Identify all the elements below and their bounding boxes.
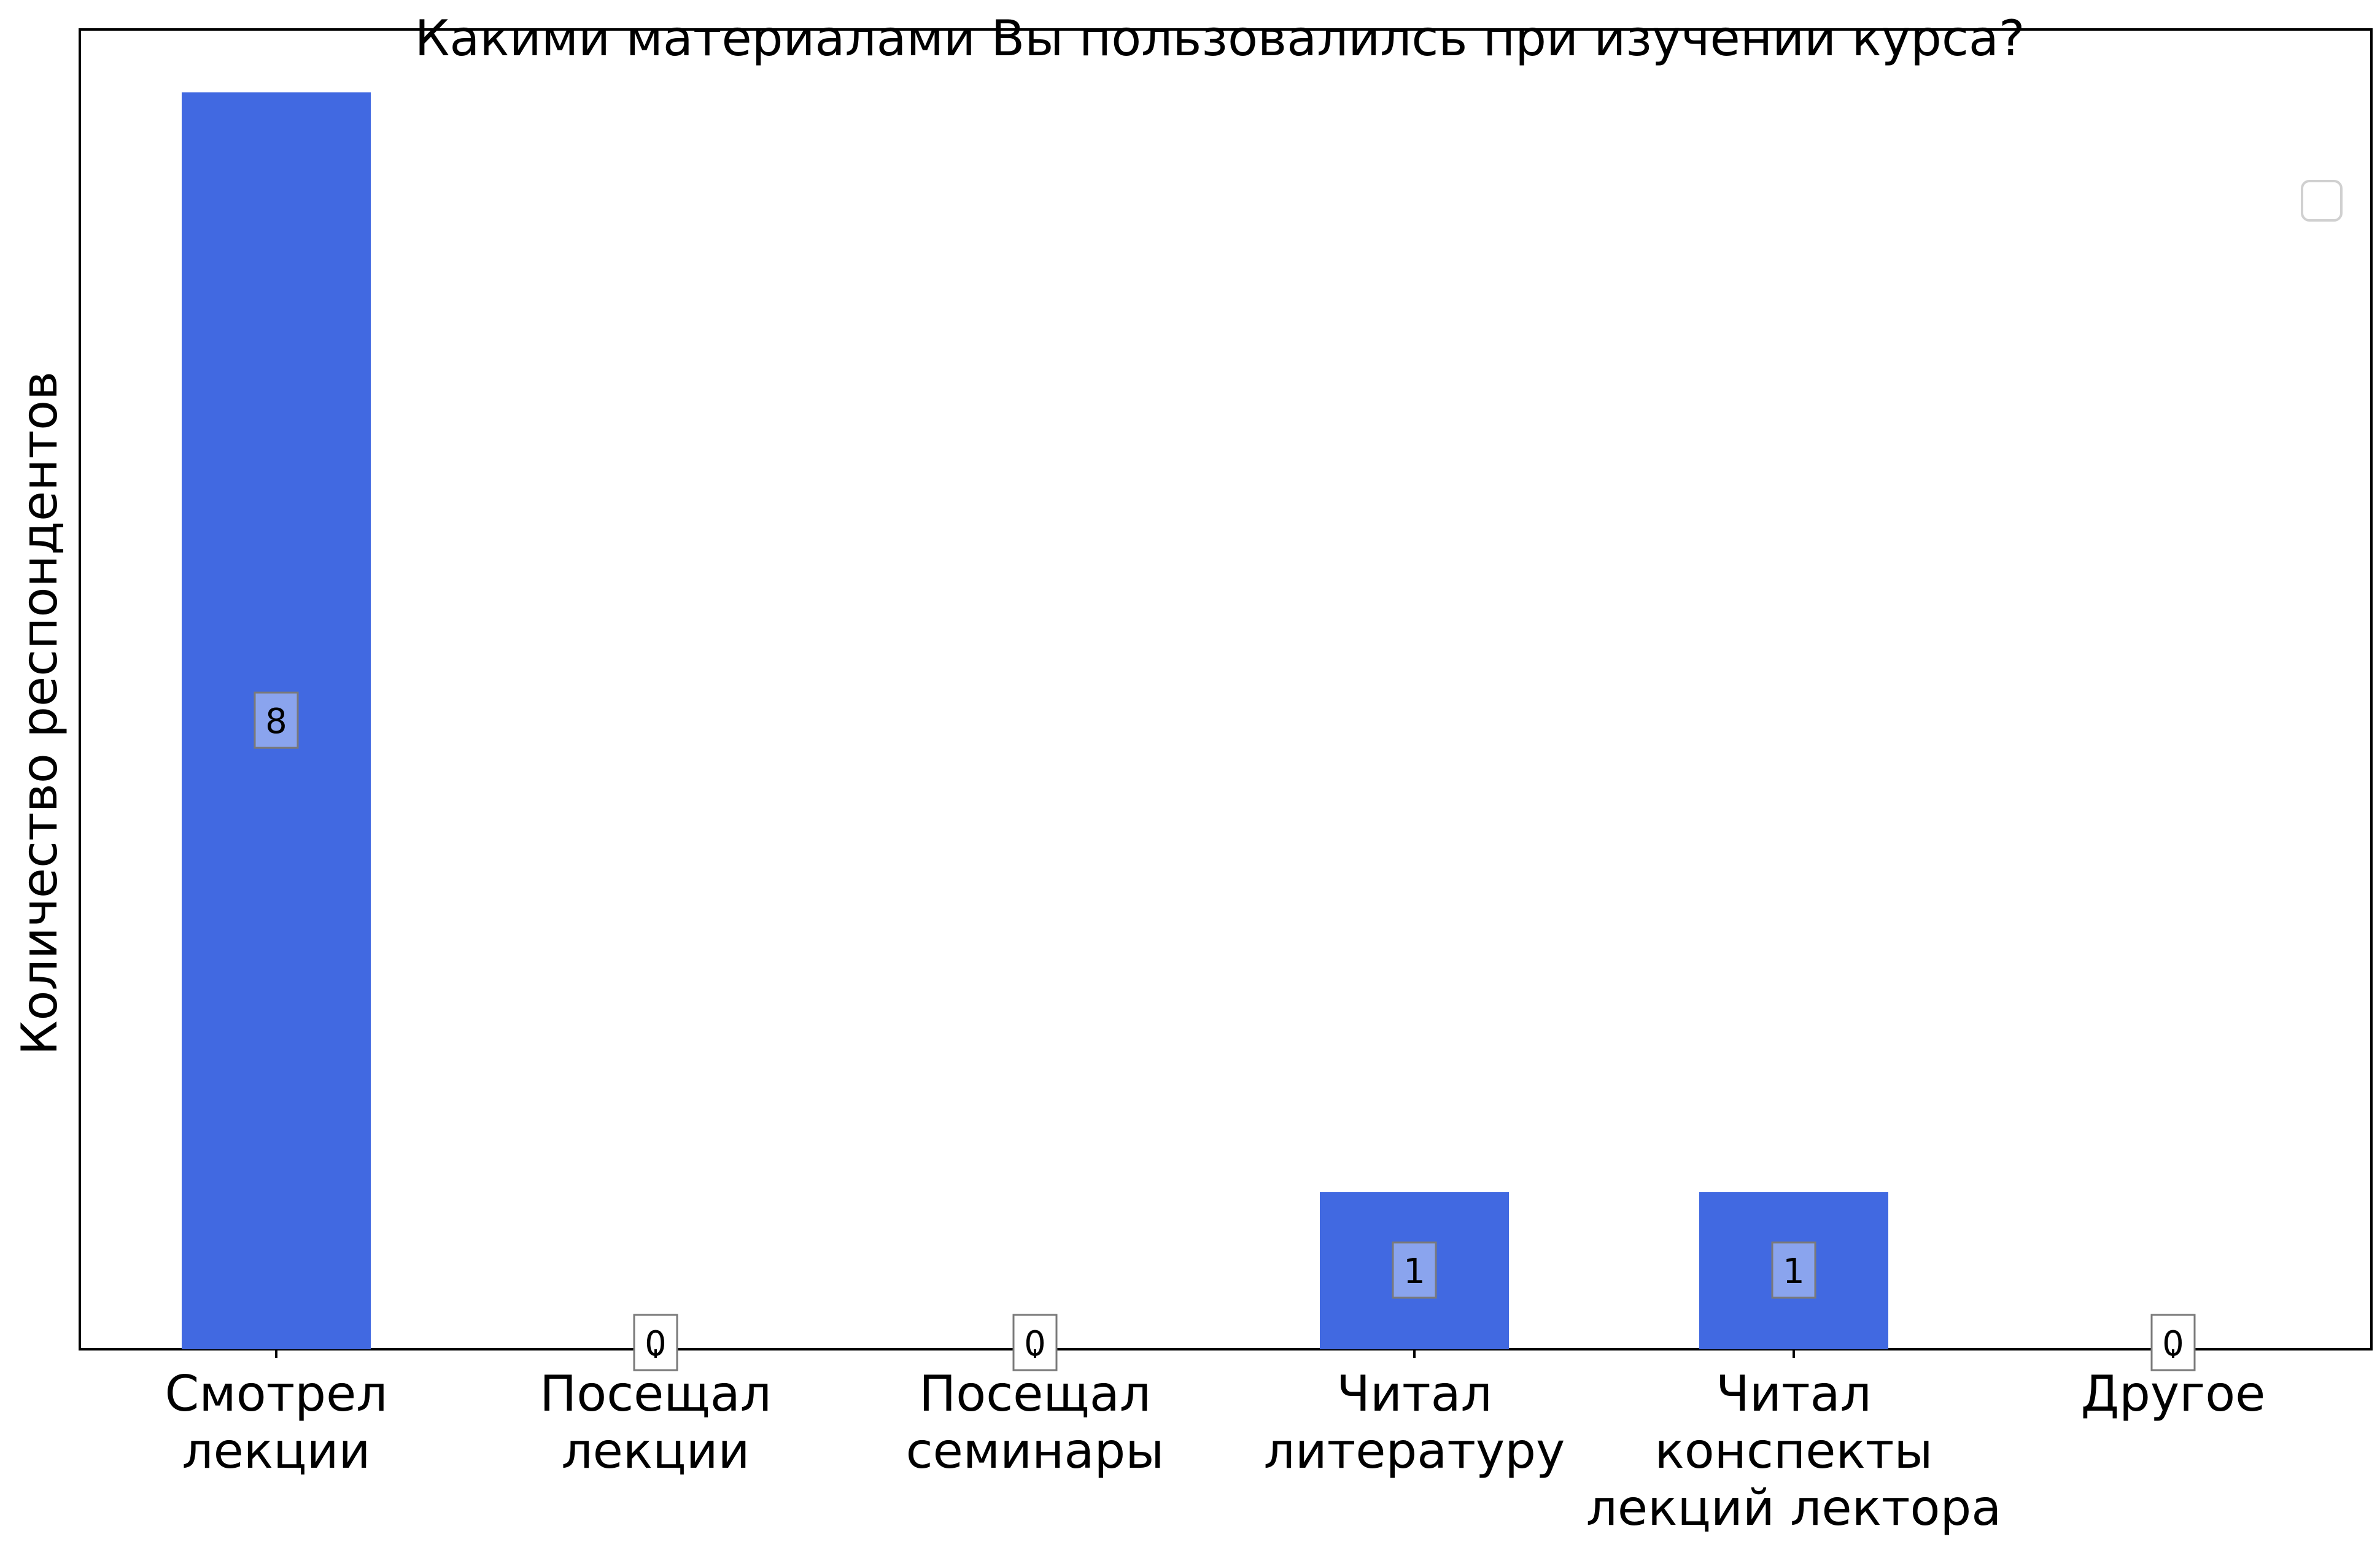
data-label-value: 1 — [1403, 1252, 1425, 1292]
data-label-box — [633, 1314, 678, 1371]
x-tick-label: Другое — [2081, 1365, 2266, 1422]
x-tick-label: Посещал лекции — [540, 1365, 772, 1479]
data-label: 0 — [633, 1314, 678, 1371]
x-tick-label: Посещал семинары — [906, 1365, 1165, 1479]
data-label: 1 — [1392, 1241, 1437, 1299]
x-tick-label-line: лекции — [561, 1422, 750, 1479]
x-tick-label-line: литературу — [1264, 1422, 1565, 1479]
data-label-box — [1012, 1314, 1058, 1371]
data-label: 1 — [1771, 1241, 1816, 1299]
data-label-value: 0 — [645, 1324, 667, 1364]
data-label-value: 0 — [1024, 1324, 1046, 1364]
x-tick-label-line: Посещал — [919, 1365, 1151, 1422]
data-label-value: 8 — [265, 702, 287, 742]
data-label: 0 — [1012, 1314, 1058, 1371]
data-label: 0 — [2150, 1314, 2196, 1371]
data-label-box — [254, 691, 299, 749]
x-tick-label-line: Читал — [1336, 1365, 1492, 1422]
x-tick-label: Смотрел лекции — [165, 1365, 388, 1479]
x-tick-label-line: семинары — [906, 1422, 1165, 1479]
data-label-box — [1771, 1241, 1816, 1299]
x-tick-label-line: конспекты — [1654, 1422, 1932, 1479]
x-tick-label-line: Читал — [1716, 1365, 1872, 1422]
legend-box — [2301, 180, 2343, 222]
x-tick-label-line: лекции — [182, 1422, 370, 1479]
x-tick-label: Читал литературу — [1264, 1365, 1565, 1479]
x-tick-label: Читал конспекты лекций лектора — [1586, 1365, 2002, 1536]
data-labels-layer: 8 0 0 1 1 0 — [254, 691, 2196, 1371]
x-tick-label-line: Смотрел — [165, 1365, 388, 1422]
x-tick-label-line: Посещал — [540, 1365, 772, 1422]
x-tick-label-line: лекций лектора — [1586, 1479, 2002, 1536]
bars-layer — [182, 92, 1888, 1349]
plot-area-frame — [79, 28, 2373, 1350]
data-label: 8 — [254, 691, 299, 749]
x-tick-label-line: Другое — [2081, 1365, 2266, 1422]
y-axis-label: Количество респондентов — [11, 371, 68, 1056]
data-label-value: 0 — [2162, 1324, 2184, 1364]
data-label-box — [2150, 1314, 2196, 1371]
data-label-value: 1 — [1783, 1252, 1805, 1292]
chart-title: Какими материалами Вы пользовалилсь при … — [415, 10, 2025, 67]
data-label-box — [1392, 1241, 1437, 1299]
